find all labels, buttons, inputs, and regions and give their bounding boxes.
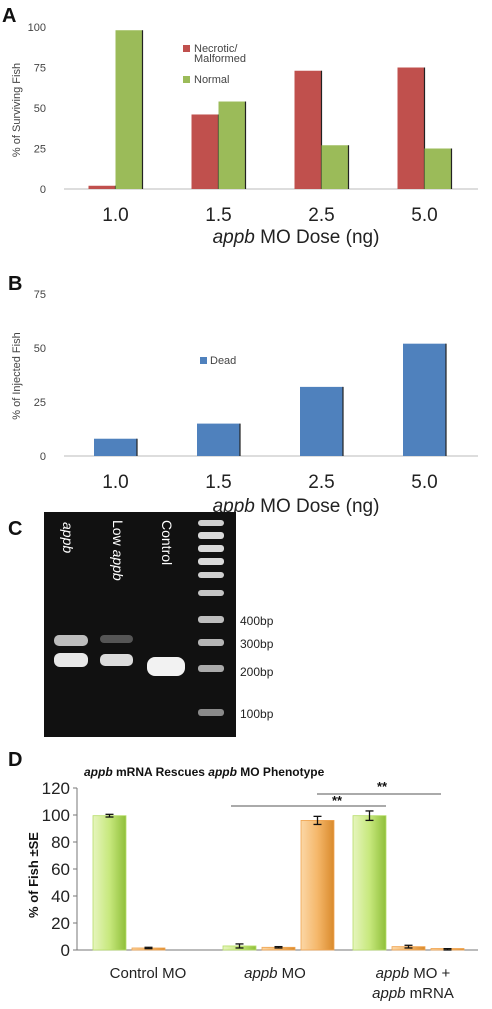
y-tick-label: 50 (34, 343, 46, 355)
panel-label-d: D (8, 749, 22, 771)
y-tick-label: 0 (40, 451, 46, 463)
y-tick-label: 20 (51, 914, 70, 933)
y-tick-label: 100 (42, 806, 70, 825)
legend-swatch-dead (200, 357, 207, 364)
ladder-band (198, 665, 224, 672)
bar (352, 815, 387, 951)
y-tick-label: 0 (40, 184, 46, 196)
chart-d-x-ticks: Control MO appb MO appb MO + appb mRNA (110, 965, 454, 1002)
y-tick-label: 25 (34, 144, 46, 156)
gel-band (54, 635, 88, 646)
bar (403, 343, 446, 456)
bar (218, 101, 246, 189)
x-tick-label: 1.0 (102, 472, 128, 493)
bar (300, 386, 343, 456)
chart-a-legend: Necrotic/Malformed Normal (183, 43, 246, 86)
x-tick-label: 2.5 (308, 205, 334, 226)
gel-band (100, 654, 133, 666)
x-tick-label: 5.0 (411, 205, 437, 226)
bar (424, 148, 452, 189)
gel-ladder (198, 520, 224, 716)
y-tick-label: 75 (34, 289, 46, 301)
chart-a-y-ticks: 0 25 50 75 100 (28, 22, 46, 196)
bar (321, 145, 349, 189)
bar (397, 67, 425, 189)
ladder-band (198, 545, 224, 552)
ladder-band (198, 532, 224, 539)
chart-d-title: appb mRNA Rescues appb MO Phenotype (84, 765, 325, 779)
ladder-band (198, 616, 224, 623)
ladder-band (198, 590, 224, 596)
x-tick-label: 1.0 (102, 205, 128, 226)
y-tick-label: 80 (51, 833, 70, 852)
chart-a: 0 25 50 75 100 1.0 1.5 2.5 5.0 % of Surviving F… (11, 22, 478, 248)
legend-swatch-normal (183, 76, 190, 83)
chart-a-y-label: % of Surviving Fish (11, 63, 23, 157)
gel-image: appb Low appb Control (44, 512, 236, 737)
bar (115, 30, 143, 189)
ladder-band (198, 709, 224, 716)
chart-b-x-ticks: 1.0 1.5 2.5 5.0 (102, 472, 437, 493)
panel-label-b: B (8, 273, 22, 295)
gel-lane-label-appb: appb (60, 522, 76, 553)
x-tick-label: 1.5 (205, 205, 231, 226)
y-tick-label: 60 (51, 860, 70, 879)
gel-band (147, 657, 185, 676)
y-tick-label: 75 (34, 63, 46, 75)
y-tick-label: 50 (34, 103, 46, 115)
chart-d-y-label: % of Fish ±SE (26, 832, 41, 918)
ladder-label-400bp: 400bp (240, 614, 274, 628)
x-tick-label: 1.5 (205, 472, 231, 493)
x-tick-label: 5.0 (411, 472, 437, 493)
gel-band (100, 635, 133, 643)
chart-d: appb mRNA Rescues appb MO Phenotype 0 20 4… (26, 765, 478, 1002)
legend-label-normal: Normal (194, 74, 229, 86)
ladder-label-100bp: 100bp (240, 707, 274, 721)
ladder-label-200bp: 200bp (240, 665, 274, 679)
legend-swatch-necrotic (183, 45, 190, 52)
significance-marker: ** (332, 793, 343, 808)
chart-a-x-label: appb MO Dose (ng) (213, 227, 380, 248)
x-tick-label: 2.5 (308, 472, 334, 493)
ladder-band (198, 572, 224, 578)
legend-label-necrotic: Necrotic/Malformed (194, 43, 246, 65)
chart-d-y-ticks: 0 20 40 60 80 100 120 (42, 779, 77, 960)
bar (294, 70, 322, 189)
x-tick-label: appb MO (244, 965, 306, 982)
gel-band (54, 653, 88, 667)
ladder-band (198, 520, 224, 526)
significance-marker: ** (377, 779, 388, 794)
chart-a-bars (88, 30, 453, 189)
chart-b-legend: Dead (200, 355, 236, 367)
legend-label-dead: Dead (210, 355, 236, 367)
ladder-label-300bp: 300bp (240, 637, 274, 651)
ladder-band (198, 558, 224, 565)
ladder-band (198, 639, 224, 646)
gel-lane-label-low-appb: Low appb (110, 520, 126, 581)
chart-b-x-label: appb MO Dose (ng) (213, 496, 380, 517)
chart-b-y-ticks: 0 25 50 75 (34, 289, 46, 463)
chart-a-x-ticks: 1.0 1.5 2.5 5.0 (102, 205, 437, 226)
x-tick-label: Control MO (110, 965, 187, 982)
bar (300, 820, 335, 951)
panel-label-a: A (2, 5, 16, 27)
chart-b-y-label: % of Injected Fish (11, 332, 23, 419)
x-tick-label: appb MO + appb mRNA (372, 965, 454, 1002)
bar (197, 423, 240, 456)
bar (88, 185, 116, 189)
bar (94, 438, 137, 456)
panel-label-c: C (8, 518, 22, 540)
bar (191, 114, 219, 189)
bar (92, 815, 127, 951)
gel-lane-label-control: Control (159, 520, 175, 565)
chart-d-bars (92, 810, 465, 951)
y-tick-label: 0 (61, 941, 70, 960)
y-tick-label: 25 (34, 397, 46, 409)
chart-b-bars (94, 343, 447, 456)
y-tick-label: 100 (28, 22, 46, 34)
y-tick-label: 120 (42, 779, 70, 798)
y-tick-label: 40 (51, 887, 70, 906)
